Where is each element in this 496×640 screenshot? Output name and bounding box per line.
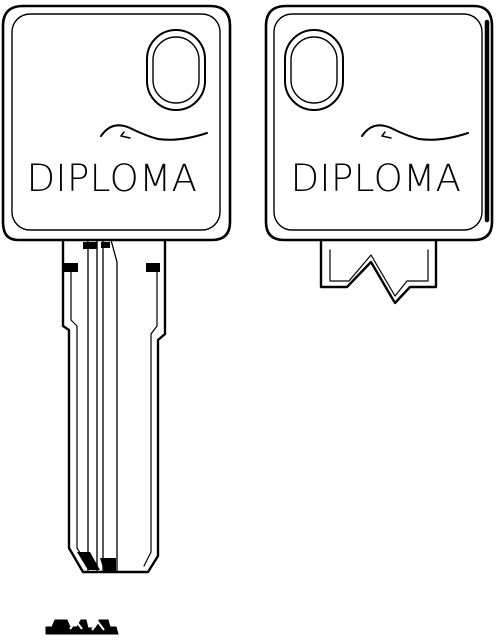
key-hole	[284, 29, 344, 111]
brand-label: DIPLOMA	[291, 157, 462, 200]
key-blade	[61, 237, 167, 574]
key-head-right: DIPLOMA	[264, 4, 494, 242]
key-left: DIPLOMA	[1, 4, 232, 574]
key-tang	[319, 237, 438, 305]
key-profile-icon	[45, 619, 119, 635]
swoosh-logo-icon	[100, 124, 208, 141]
brand-label: DIPLOMA	[27, 157, 198, 200]
swoosh-logo-icon	[361, 124, 469, 141]
key-right: DIPLOMA	[264, 4, 494, 305]
key-head-left: DIPLOMA	[1, 4, 232, 242]
key-hole	[146, 29, 206, 111]
